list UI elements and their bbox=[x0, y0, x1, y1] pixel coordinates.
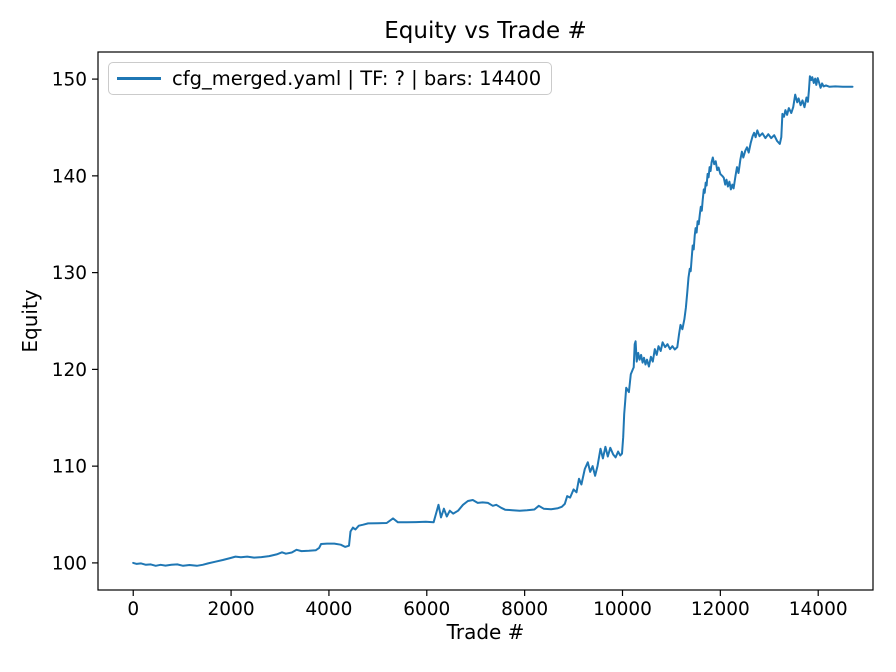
y-tick-label: 130 bbox=[52, 263, 87, 284]
y-tick-label: 110 bbox=[52, 457, 87, 478]
ticks-layer: 0 2000 4000 6000 8000 10000 12000 14000 100 110 12… bbox=[52, 70, 848, 620]
y-axis-label: Equity bbox=[18, 289, 42, 353]
x-tick-label: 0 bbox=[127, 599, 139, 620]
x-axis-label: Trade # bbox=[446, 620, 525, 644]
y-tick-label: 100 bbox=[52, 553, 87, 574]
x-tick-label: 12000 bbox=[691, 599, 750, 620]
x-tick-label: 2000 bbox=[208, 599, 255, 620]
legend-label: cfg_merged.yaml | TF: ? | bars: 14400 bbox=[172, 67, 542, 90]
legend: cfg_merged.yaml | TF: ? | bars: 14400 bbox=[108, 62, 553, 95]
x-tick-label: 10000 bbox=[593, 599, 652, 620]
x-tick-label: 8000 bbox=[501, 599, 548, 620]
line-layer bbox=[132, 75, 854, 567]
legend-line-swatch bbox=[117, 77, 161, 80]
y-tick-label: 120 bbox=[52, 360, 87, 381]
y-tick-label: 140 bbox=[52, 166, 87, 187]
x-tick-label: 6000 bbox=[403, 599, 450, 620]
x-tick-label: 4000 bbox=[305, 599, 352, 620]
plot-frame bbox=[97, 51, 874, 591]
y-tick-label: 150 bbox=[52, 70, 87, 91]
x-tick-label: 14000 bbox=[789, 599, 848, 620]
equity-line bbox=[132, 75, 854, 567]
chart-title: Equity vs Trade # bbox=[384, 18, 587, 44]
